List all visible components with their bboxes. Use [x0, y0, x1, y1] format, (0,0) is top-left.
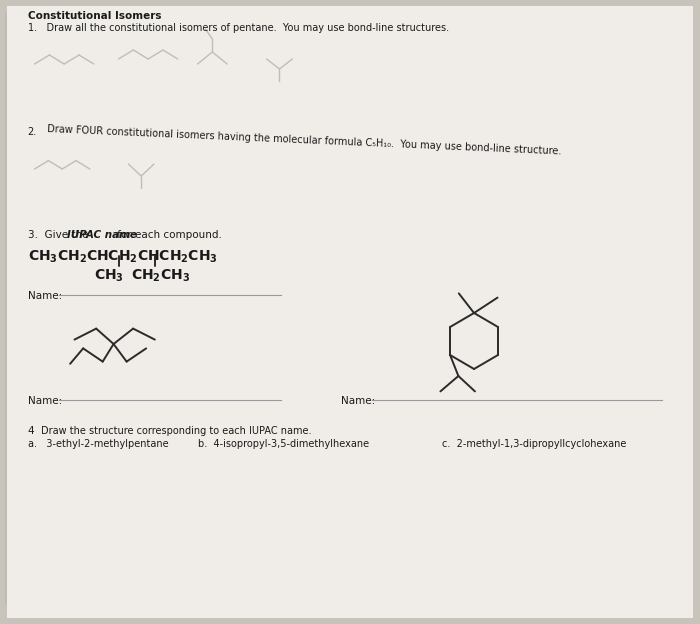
Text: Constitutional Isomers: Constitutional Isomers — [28, 11, 161, 21]
Text: Name:: Name: — [28, 291, 62, 301]
Text: Name:: Name: — [28, 396, 62, 406]
Text: c.  2-methyl-1,3-dipropyllcyclohexane: c. 2-methyl-1,3-dipropyllcyclohexane — [442, 439, 626, 449]
Text: 3.  Give the: 3. Give the — [28, 230, 92, 240]
Text: 1.   Draw all the constitutional isomers of pentane.  You may use bond-line stru: 1. Draw all the constitutional isomers o… — [28, 23, 449, 33]
Text: Draw FOUR constitutional isomers having the molecular formula C₅H₁₀.  You may us: Draw FOUR constitutional isomers having … — [47, 124, 561, 157]
Text: $\mathbf{CH_3}$: $\mathbf{CH_3}$ — [94, 268, 124, 285]
Text: 4: 4 — [28, 426, 34, 436]
Text: for each compound.: for each compound. — [113, 230, 221, 240]
Text: IUPAC name: IUPAC name — [67, 230, 137, 240]
Text: 2.: 2. — [28, 127, 37, 137]
Text: $\mathbf{CH_2CH_3}$: $\mathbf{CH_2CH_3}$ — [132, 268, 190, 285]
Text: b.  4-isopropyl-3,5-dimethylhexane: b. 4-isopropyl-3,5-dimethylhexane — [197, 439, 369, 449]
Text: $\mathbf{CH_3CH_2CHCH_2CHCH_2CH_3}$: $\mathbf{CH_3CH_2CHCH_2CHCH_2CH_3}$ — [28, 249, 218, 265]
Text: Draw the structure corresponding to each IUPAC name.: Draw the structure corresponding to each… — [41, 426, 312, 436]
Text: a.   3-ethyl-2-methylpentane: a. 3-ethyl-2-methylpentane — [28, 439, 168, 449]
Text: Name:: Name: — [341, 396, 375, 406]
